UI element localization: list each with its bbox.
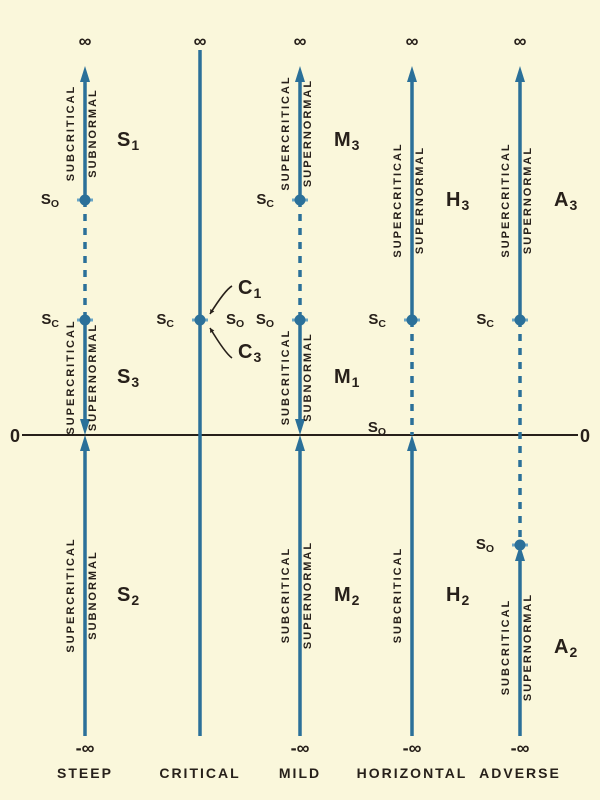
neg-infinity: -∞ — [403, 738, 422, 758]
side-label: SUPERCRITICAL — [65, 319, 77, 434]
neg-infinity: -∞ — [511, 738, 530, 758]
side-label: SUPERNORMAL — [87, 323, 99, 431]
side-label: SUPERNORMAL — [302, 541, 314, 649]
side-label: SUBNORMAL — [87, 550, 99, 640]
side-label: SUPERNORMAL — [522, 146, 534, 254]
side-label: SUPERNORMAL — [414, 146, 426, 254]
node-dot — [195, 315, 206, 326]
side-label: SUBNORMAL — [302, 332, 314, 422]
neg-infinity: -∞ — [291, 738, 310, 758]
pos-infinity: ∞ — [514, 31, 527, 51]
node-dot — [295, 195, 306, 206]
side-label: SUPERCRITICAL — [392, 142, 404, 257]
pos-infinity: ∞ — [194, 31, 207, 51]
zero-right: 0 — [580, 426, 590, 446]
side-label: SUPERNORMAL — [522, 593, 534, 701]
node-dot — [80, 195, 91, 206]
diagram-root: 0 0 SUBCRITICAL SUBNORMAL SUPERCRITICAL SUPER… — [0, 0, 600, 800]
node-dot — [515, 315, 526, 326]
node-dot — [515, 540, 526, 551]
side-label: SUBCRITICAL — [280, 547, 292, 644]
column-title: ADVERSE — [479, 765, 561, 781]
side-label: SUBCRITICAL — [280, 329, 292, 426]
column-title: STEEP — [57, 765, 113, 781]
side-label: SUPERCRITICAL — [500, 142, 512, 257]
side-label: SUPERNORMAL — [302, 79, 314, 187]
side-label: SUPERCRITICAL — [280, 75, 292, 190]
node-dot — [295, 315, 306, 326]
pos-infinity: ∞ — [79, 31, 92, 51]
diagram-svg: 0 0 SUBCRITICAL SUBNORMAL SUPERCRITICAL SUPER… — [0, 0, 600, 800]
side-label: SUBCRITICAL — [500, 599, 512, 696]
side-label: SUBCRITICAL — [65, 85, 77, 182]
pos-infinity: ∞ — [406, 31, 419, 51]
column-title: MILD — [279, 765, 321, 781]
pos-infinity: ∞ — [294, 31, 307, 51]
zero-left: 0 — [10, 426, 20, 446]
neg-infinity: -∞ — [76, 738, 95, 758]
side-label: SUBNORMAL — [87, 88, 99, 178]
node-dot — [407, 315, 418, 326]
side-label: SUPERCRITICAL — [65, 537, 77, 652]
side-label: SUBCRITICAL — [392, 547, 404, 644]
column-title: CRITICAL — [159, 765, 240, 781]
column-title: HORIZONTAL — [357, 765, 468, 781]
